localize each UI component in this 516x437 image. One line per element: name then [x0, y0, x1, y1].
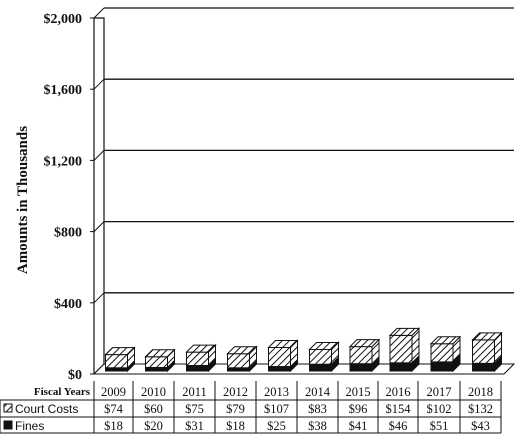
- bar-court-costs-top: [388, 327, 421, 336]
- data-table: Fiscal Years 2009 $74 $18 2010 $60 $20 2011 $75 $…: [0, 381, 502, 434]
- bar-court-costs: [349, 346, 373, 365]
- legend-key-court-costs: [3, 403, 13, 413]
- bar-court-costs-top: [144, 349, 176, 358]
- data-label-court-costs: $83: [308, 402, 327, 416]
- bar-fines: [309, 363, 332, 372]
- bar-fines: [186, 364, 209, 372]
- bar-court-costs-top: [185, 344, 217, 353]
- bar-fines: [145, 366, 168, 372]
- gridline-wall: [93, 292, 105, 304]
- x-tick-label: 2012: [223, 385, 248, 399]
- data-label-court-costs: $75: [185, 402, 204, 416]
- y-tick-label: $1,200: [44, 154, 83, 169]
- y-tick-label: $0: [68, 368, 82, 383]
- x-tick-label: 2015: [346, 385, 371, 399]
- y-tick-label: $800: [54, 226, 82, 241]
- data-label-fines: $18: [104, 419, 123, 433]
- y-axis-label: Amounts in Thousands: [15, 126, 31, 274]
- bars: [104, 327, 503, 373]
- bar-court-costs-top: [429, 336, 462, 345]
- bar-court-costs: [472, 339, 495, 364]
- gridline-wall: [93, 78, 105, 90]
- data-label-fines: $41: [349, 419, 368, 433]
- x-tick-label: 2011: [182, 385, 207, 399]
- bar-court-costs: [430, 343, 454, 363]
- legend-key-fines: [3, 420, 13, 430]
- data-label-court-costs: $60: [144, 402, 163, 416]
- bar-court-costs: [389, 334, 413, 364]
- x-tick-label: 2017: [427, 385, 452, 399]
- bar-fines: [389, 362, 413, 372]
- data-label-fines: $51: [430, 419, 449, 433]
- data-label-court-costs: $96: [349, 402, 368, 416]
- x-tick-label: 2009: [101, 385, 126, 399]
- data-label-court-costs: $79: [226, 402, 245, 416]
- gridline-wall: [93, 7, 105, 19]
- bar-court-costs-top: [104, 347, 136, 356]
- y-tick-label: $2,000: [44, 12, 83, 27]
- bar-court-costs: [227, 353, 250, 369]
- data-label-fines: $46: [389, 419, 408, 433]
- legend-label-court-costs: Court Costs: [15, 402, 78, 416]
- bar-court-costs: [145, 356, 168, 368]
- bar-fines: [349, 363, 373, 372]
- data-label-fines: $43: [471, 419, 490, 433]
- bar-court-costs: [309, 348, 332, 365]
- table-header-label: Fiscal Years: [34, 386, 91, 398]
- data-label-court-costs: $107: [264, 402, 289, 416]
- legend-label-fines: Fines: [15, 419, 44, 433]
- bar-fines: [472, 362, 495, 372]
- bar-court-costs-top: [308, 341, 340, 350]
- data-label-fines: $20: [144, 419, 163, 433]
- data-label-fines: $25: [267, 419, 286, 433]
- x-tick-label: 2010: [141, 385, 166, 399]
- data-label-fines: $18: [226, 419, 245, 433]
- x-tick-label: 2018: [468, 385, 493, 399]
- y-tick-label: $400: [54, 297, 82, 312]
- bar-court-costs: [268, 347, 291, 368]
- bar-fines: [268, 366, 291, 372]
- bar-court-costs: [186, 351, 209, 366]
- bar-court-costs-top: [348, 339, 381, 348]
- bar-fines: [430, 361, 454, 372]
- data-label-court-costs: $154: [386, 402, 412, 416]
- plot-area: $0 $400 $800 $1,200 $1,600 $2,000: [44, 7, 516, 383]
- left-wall: [93, 17, 105, 375]
- data-label-court-costs: $74: [104, 402, 124, 416]
- x-tick-label: 2014: [305, 385, 331, 399]
- bar-court-costs-top: [267, 340, 299, 349]
- bar-court-costs-top: [226, 346, 258, 355]
- bar-court-costs-top: [471, 332, 503, 341]
- bar-court-costs: [105, 354, 128, 369]
- data-label-fines: $31: [185, 419, 204, 433]
- data-label-court-costs: $132: [468, 402, 493, 416]
- y-tick-label: $1,600: [44, 83, 83, 98]
- data-label-fines: $38: [308, 419, 327, 433]
- gridline-wall: [93, 150, 105, 161]
- gridline-wall: [93, 221, 105, 232]
- x-tick-label: 2013: [264, 385, 289, 399]
- x-tick-label: 2016: [386, 385, 411, 399]
- data-label-court-costs: $102: [427, 402, 452, 416]
